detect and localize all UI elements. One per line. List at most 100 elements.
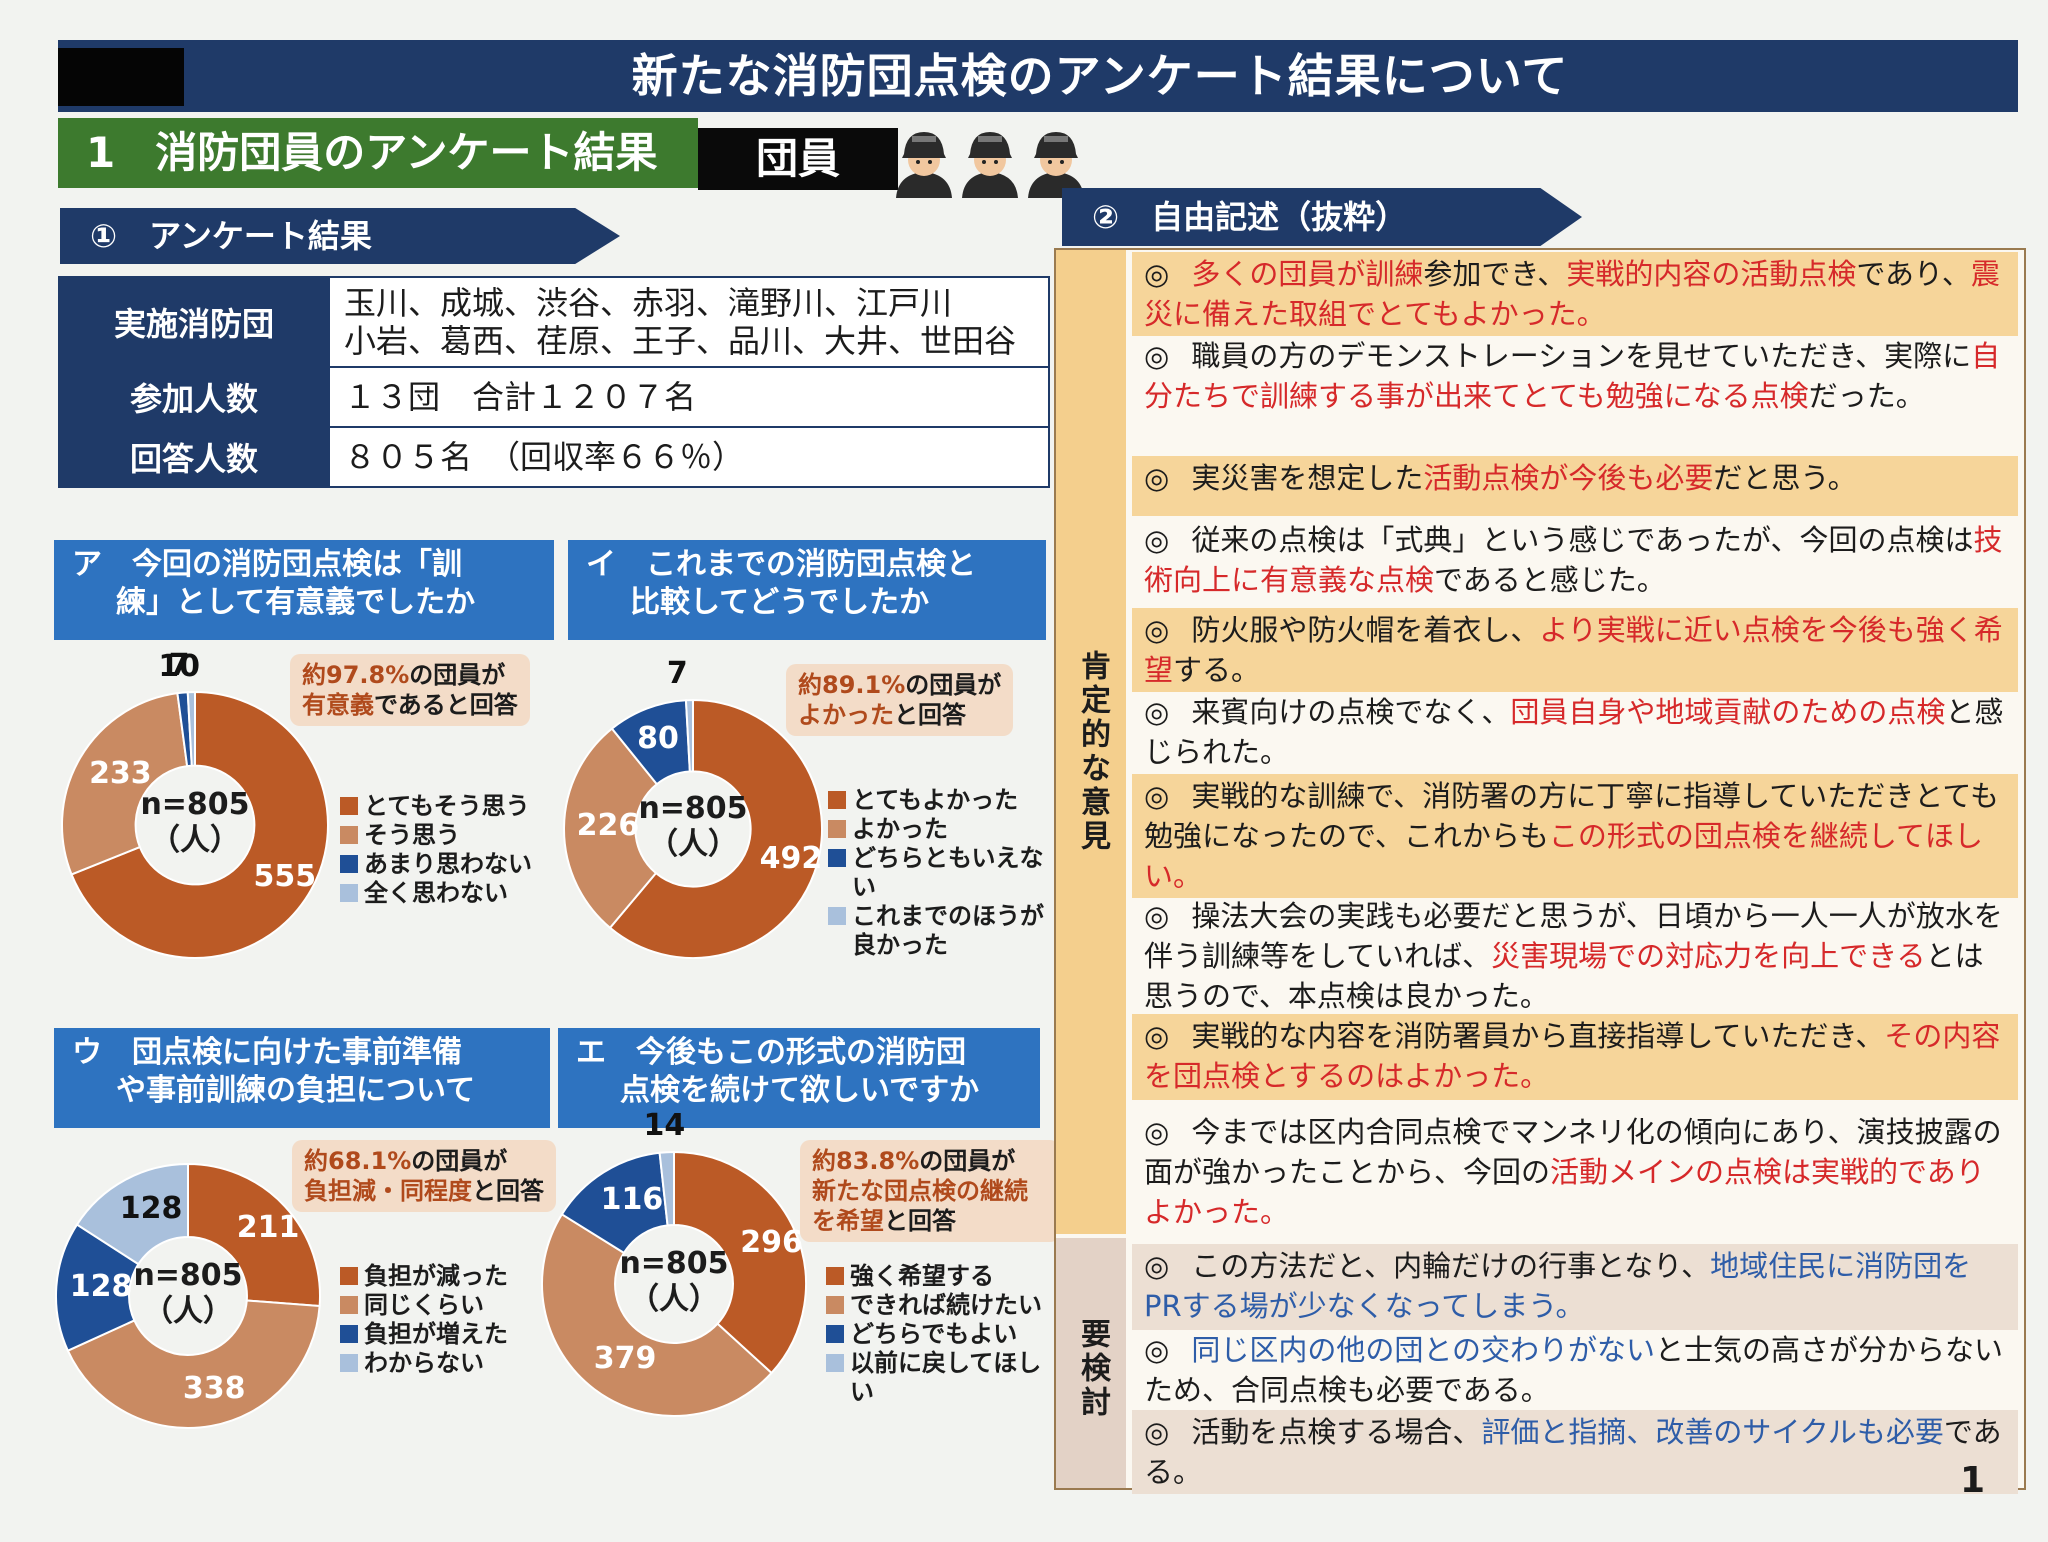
emphasis-text: 技術向上に有意義な点検: [1144, 523, 2003, 597]
slice-value-label: 492: [759, 841, 823, 877]
legend-item: 負担が減った: [340, 1262, 550, 1291]
comment-text: だと思う。: [1713, 461, 1857, 495]
row-label: 回答人数: [58, 426, 330, 488]
legend-d: 強く希望する できれば続けたい どちらでもよい 以前に戻してほしい: [826, 1262, 1046, 1407]
review-comment: ◎ 活動を点検する場合、評価と指摘、改善のサイクルも必要である。: [1132, 1410, 2018, 1494]
legend-swatch: [340, 1325, 358, 1343]
row-value-line: 玉川、成城、渋谷、赤羽、滝野川、江戸川: [344, 284, 953, 322]
legend-swatch: [826, 1354, 844, 1372]
callout-pct: 約83.8%: [812, 1147, 920, 1175]
donut-slice: [187, 1162, 321, 1308]
legend-label: とてもそう思う: [364, 792, 530, 820]
question-title: ウ 団点検に向けた事前準備: [72, 1035, 462, 1070]
legend-swatch: [828, 791, 846, 809]
callout-text: であると回答: [374, 691, 518, 719]
comment-text: であると感じた。: [1434, 563, 1666, 597]
comment-text: 防火服や防火帽を着衣し、: [1191, 613, 1540, 647]
legend-swatch: [828, 820, 846, 838]
emphasis-text: 多くの団員が訓練: [1191, 257, 1424, 291]
row-value-line: 小岩、葛西、荏原、王子、品川、大井、世田谷: [344, 322, 1017, 360]
bullet-marker: ◎: [1144, 339, 1170, 373]
callout-pct: 約89.1%: [798, 671, 906, 699]
redaction-block: [58, 48, 184, 106]
emphasis-text: この形式の団点検を継続してほしい。: [1144, 819, 1983, 893]
comment-text: 実災害を想定した: [1191, 461, 1424, 495]
sample-size: n=805: [619, 1246, 729, 1281]
emphasis-text: 同じ区内の他の団との交わりがない: [1191, 1333, 1656, 1367]
positive-comment: ◎ 今までは区内合同点検でマンネリ化の傾向にあり、演技披露の面が強かったことから、…: [1132, 1110, 2018, 1234]
unit-label: （人）: [648, 827, 738, 862]
legend-item: 全く思わない: [340, 879, 550, 908]
legend-label: 以前に戻してほしい: [850, 1349, 1042, 1406]
callout-a: 約97.8%の団員が 有意義であると回答: [290, 654, 530, 726]
question-title: イ これまでの消防団点検と: [586, 547, 976, 582]
bullet-marker: ◎: [1144, 257, 1170, 291]
legend-item: わからない: [340, 1349, 550, 1378]
question-d-header: エ 今後もこの形式の消防団 点検を続けて欲しいですか: [558, 1028, 1040, 1128]
callout-c: 約68.1%の団員が 負担減・同程度と回答: [292, 1140, 556, 1212]
member-badge: 団員: [698, 128, 898, 190]
positive-comment: ◎ 多くの団員が訓練参加でき、実戦的内容の活動点検であり、震災に備えた取組でとても…: [1132, 252, 2018, 336]
donut-chart-c: 211 338 128 128 n=805 （人）: [54, 1162, 322, 1430]
sample-size: n=805: [140, 787, 250, 822]
legend-item: 負担が増えた: [340, 1320, 550, 1349]
slice-value-label: 80: [637, 720, 679, 756]
donut-chart-a: 555 233 10 7 n=805 （人）: [60, 648, 330, 960]
question-b-header: イ これまでの消防団点検と 比較してどうでしたか: [568, 540, 1046, 640]
slice-value-label: 10: [158, 648, 201, 684]
bullet-marker: ◎: [1144, 461, 1170, 495]
comment-text: であり、: [1856, 257, 1971, 291]
comment-text: 職員の方のデモンストレーションを見せていただき、実際に: [1191, 339, 1972, 373]
section-title: 消防団員のアンケート結果: [155, 128, 658, 177]
callout-pct: 約68.1%: [304, 1147, 412, 1175]
slice-value-label: 226: [576, 808, 640, 844]
donut-slice: [75, 1162, 189, 1266]
negative-label-text: 要検討: [1075, 1318, 1110, 1420]
donut-slice: [541, 1212, 773, 1417]
donut-slice: [61, 692, 189, 876]
callout-highlight: 新たな団点検の継続を希望: [812, 1177, 1028, 1235]
donut-svg: [541, 1150, 807, 1417]
legend-label: とてもよかった: [852, 786, 1019, 814]
needs-review-label: 要検討: [1056, 1238, 1126, 1488]
survey-info-table: 実施消防団 玉川、成城、渋谷、赤羽、滝野川、江戸川 小岩、葛西、荏原、王子、品川…: [58, 276, 1050, 488]
table-row: 実施消防団 玉川、成城、渋谷、赤羽、滝野川、江戸川 小岩、葛西、荏原、王子、品川…: [58, 276, 1050, 368]
slice-value-label: 14: [643, 1108, 686, 1144]
row-label: 参加人数: [58, 366, 330, 428]
slice-value-label: 296: [740, 1225, 803, 1261]
bullet-marker: ◎: [1144, 899, 1170, 933]
legend-swatch: [340, 826, 358, 844]
donut-slice: [608, 698, 823, 959]
callout-text: と回答: [884, 1207, 956, 1235]
legend-label: あまり思わない: [364, 850, 532, 878]
question-title: 練」として有意義でしたか: [116, 585, 476, 620]
callout-text: と回答: [894, 701, 966, 729]
legend-label: どちらともいえない: [852, 844, 1044, 901]
donut-svg: [563, 698, 823, 959]
firefighter-icon: [896, 132, 952, 198]
slice-value-label: 128: [69, 1269, 133, 1305]
section-1-header: 1 消防団員のアンケート結果: [58, 118, 698, 188]
emphasis-text: 実戦的内容の活動点検: [1566, 257, 1857, 291]
legend-label: よかった: [852, 815, 948, 843]
legend-swatch: [828, 907, 846, 925]
callout-line: 約83.8%の団員が: [812, 1146, 1048, 1176]
emphasis-text: 震災に備えた取組でとてもよかった。: [1144, 257, 2000, 331]
positive-comment: ◎ 実戦的な内容を消防署員から直接指導していただき、その内容を団点検とするのはよか…: [1132, 1014, 2018, 1100]
donut-slice: [673, 1150, 807, 1375]
question-title: ア 今回の消防団点検は「訓: [72, 547, 462, 582]
bullet-marker: ◎: [1144, 1115, 1170, 1149]
review-comment: ◎ この方法だと、内輪だけの行事となり、地域住民に消防団をPRする場が少なくなって…: [1132, 1244, 2018, 1330]
comment-text: この方法だと、内輪だけの行事となり、: [1191, 1249, 1711, 1283]
slice-value-label: 211: [236, 1210, 300, 1246]
comment-text: とは思うので、本点検は良かった。: [1144, 939, 1984, 1013]
positive-opinions-label: 肯定的な意見: [1056, 250, 1126, 1234]
firefighter-icon: [962, 132, 1018, 198]
row-value: １３団 合計１２０７名: [328, 366, 1050, 428]
legend-a: とてもそう思う そう思う あまり思わない 全く思わない: [340, 792, 550, 908]
callout-line: 約89.1%の団員が: [798, 670, 1001, 700]
legend-label: 強く希望する: [850, 1262, 994, 1290]
row-value: 玉川、成城、渋谷、赤羽、滝野川、江戸川 小岩、葛西、荏原、王子、品川、大井、世田…: [328, 276, 1050, 368]
slice-value-label: 379: [593, 1340, 657, 1376]
question-title: 比較してどうでしたか: [630, 585, 930, 620]
